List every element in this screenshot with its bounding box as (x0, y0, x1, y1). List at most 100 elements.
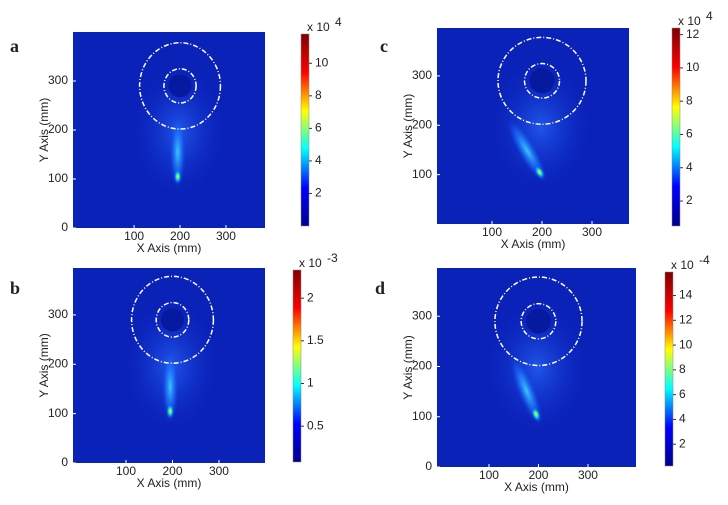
colorbar-tick-label: 12 (686, 27, 700, 41)
colorbar-tick-label: 10 (679, 337, 693, 351)
heatmap (73, 32, 265, 228)
colorbar-tick-label: 8 (686, 93, 693, 107)
plume-body (169, 115, 186, 189)
plume-body (161, 349, 179, 424)
y-tick-label: 200 (48, 356, 68, 370)
panel-letter: c (380, 36, 388, 56)
source (165, 403, 175, 420)
outer-ring (138, 42, 222, 130)
colorbar (300, 33, 310, 227)
colorbar-tick-label: 4 (679, 412, 686, 426)
outer-ring (130, 275, 215, 365)
y-tick-label: 300 (48, 307, 68, 321)
colorbar-multiplier: x 10 (678, 14, 701, 28)
x-tick-label: 300 (582, 225, 602, 239)
colorbar-exponent: -4 (699, 253, 710, 267)
colorbar-multiplier: x 10 (299, 256, 322, 270)
x-axis-label: X Axis (mm) (501, 237, 566, 251)
inner-area (168, 74, 192, 98)
y-tick-label: 100 (48, 171, 68, 185)
inner-ring (155, 301, 190, 338)
inner-ring (163, 68, 197, 104)
x-tick-label: 200 (162, 464, 182, 478)
y-tick-label: 200 (48, 122, 68, 136)
heatmap (73, 268, 265, 463)
x-tick-label: 200 (532, 225, 552, 239)
y-tick-label: 0 (425, 459, 432, 473)
colorbar-tick-label: 1.5 (307, 333, 324, 347)
colorbar-tick-label: 14 (679, 288, 693, 302)
colorbar-exponent: -3 (327, 251, 338, 265)
colorbar-tick-label: 6 (686, 127, 693, 141)
x-tick-label: 100 (124, 229, 144, 243)
inner-area (160, 308, 185, 332)
x-axis-label: X Axis (mm) (504, 480, 569, 494)
x-tick-label: 100 (116, 464, 136, 478)
plume (510, 355, 543, 427)
inner-ring (520, 302, 557, 340)
colorbar-tick-label: 2 (679, 436, 686, 450)
inner-area (529, 68, 555, 94)
y-tick-label: 200 (412, 117, 432, 131)
x-axis-label: X Axis (mm) (137, 476, 202, 490)
colorbar-tick-label: 2 (307, 290, 314, 304)
inner-ring (523, 62, 561, 99)
colorbar (664, 271, 674, 467)
heatmap (437, 28, 629, 224)
source (530, 406, 542, 422)
source (173, 168, 182, 185)
y-tick-label: 0 (61, 220, 68, 234)
x-tick-label: 100 (479, 468, 499, 482)
y-axis-label: Y Axis (mm) (401, 335, 415, 399)
plume (161, 349, 179, 424)
colorbar-tick-label: 1 (307, 376, 314, 390)
y-tick-label: 200 (412, 359, 432, 373)
outer-ring (494, 276, 583, 367)
panel-letter: b (10, 278, 20, 298)
x-tick-label: 300 (209, 464, 229, 478)
x-tick-label: 300 (578, 468, 598, 482)
outer-ring (497, 36, 587, 126)
colorbar-multiplier: x 10 (307, 20, 330, 34)
colorbar-multiplier: x 10 (671, 258, 694, 272)
y-axis-label: Y Axis (mm) (37, 333, 51, 397)
inner-area (526, 308, 551, 334)
colorbar-tick-label: 10 (315, 55, 329, 69)
colorbar (292, 269, 302, 463)
colorbar-tick-label: 6 (315, 121, 322, 135)
colorbar-tick-label: 8 (679, 362, 686, 376)
colorbar-tick-label: 8 (315, 88, 322, 102)
colorbar-tick-label: 4 (686, 160, 693, 174)
y-tick-label: 300 (412, 68, 432, 82)
x-tick-label: 200 (528, 468, 548, 482)
glow (490, 62, 591, 191)
y-tick-label: 100 (48, 406, 68, 420)
y-tick-label: 100 (412, 409, 432, 423)
y-axis-label: Y Axis (mm) (37, 98, 51, 162)
x-tick-label: 200 (170, 229, 190, 243)
y-tick-label: 300 (412, 308, 432, 322)
panel-letter: a (10, 36, 19, 56)
y-axis-label: Y Axis (mm) (401, 94, 415, 158)
source (533, 164, 546, 180)
colorbar (671, 27, 681, 227)
colorbar-tick-label: 0.5 (307, 418, 324, 432)
x-axis-label: X Axis (mm) (137, 241, 202, 255)
x-tick-label: 300 (216, 229, 236, 243)
y-tick-label: 100 (412, 167, 432, 181)
colorbar-exponent: 4 (706, 9, 713, 23)
colorbar-tick-label: 10 (686, 60, 700, 74)
x-tick-label: 100 (482, 225, 502, 239)
colorbar-tick-label: 6 (679, 387, 686, 401)
heatmap (437, 268, 636, 467)
plume (169, 115, 186, 189)
glow (487, 302, 587, 434)
colorbar-tick-label: 4 (315, 153, 322, 167)
y-tick-label: 0 (61, 455, 68, 469)
colorbar-tick-label: 12 (679, 312, 693, 326)
plume (507, 118, 548, 184)
colorbar-tick-label: 2 (315, 186, 322, 200)
colorbar-tick-label: 2 (686, 193, 693, 207)
